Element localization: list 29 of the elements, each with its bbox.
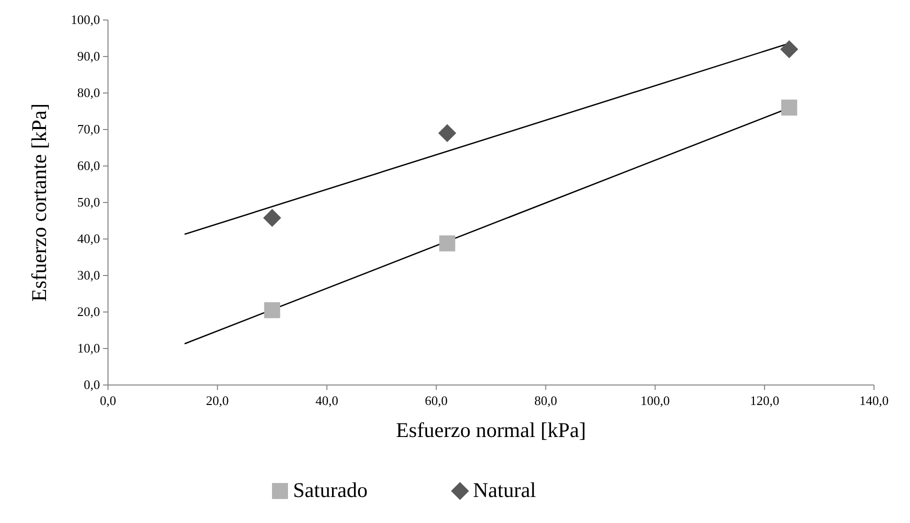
point xyxy=(263,208,282,227)
x-axis-title: Esfuerzo normal [kPa] xyxy=(396,418,586,442)
y-tick-label: 10,0 xyxy=(77,340,100,356)
y-tick-label: 100,0 xyxy=(70,12,100,27)
x-tick-label: 140,0 xyxy=(859,393,889,408)
x-tick-label: 40,0 xyxy=(315,393,338,408)
point xyxy=(781,100,798,116)
y-tick-label: 80,0 xyxy=(77,85,100,100)
y-tick-label: 60,0 xyxy=(77,158,100,173)
y-tick-label: 90,0 xyxy=(77,48,100,64)
y-tick-label: 40,0 xyxy=(77,231,100,246)
x-tick-label: 120,0 xyxy=(750,393,780,408)
x-tick-label: 20,0 xyxy=(206,393,229,408)
y-tick-label: 20,0 xyxy=(77,304,100,319)
x-tick-label: 80,0 xyxy=(534,393,558,408)
x-tick-label: 100,0 xyxy=(640,393,670,408)
y-tick-label: 30,0 xyxy=(77,268,100,282)
y-axis-title: Esfuerzo cortante [kPa] xyxy=(27,103,51,302)
point xyxy=(264,302,280,318)
y-tick-label: 70,0 xyxy=(77,122,100,136)
x-tick-label: 60,0 xyxy=(424,393,448,408)
point xyxy=(780,40,798,58)
point xyxy=(438,124,456,142)
y-tick-label: 0,0 xyxy=(84,377,100,392)
point xyxy=(439,235,456,252)
x-tick-label: 0,0 xyxy=(100,393,116,408)
legend-label: Natural xyxy=(473,478,536,502)
legend-label: Saturado xyxy=(293,478,368,502)
y-tick-label: 50,0 xyxy=(77,194,100,210)
